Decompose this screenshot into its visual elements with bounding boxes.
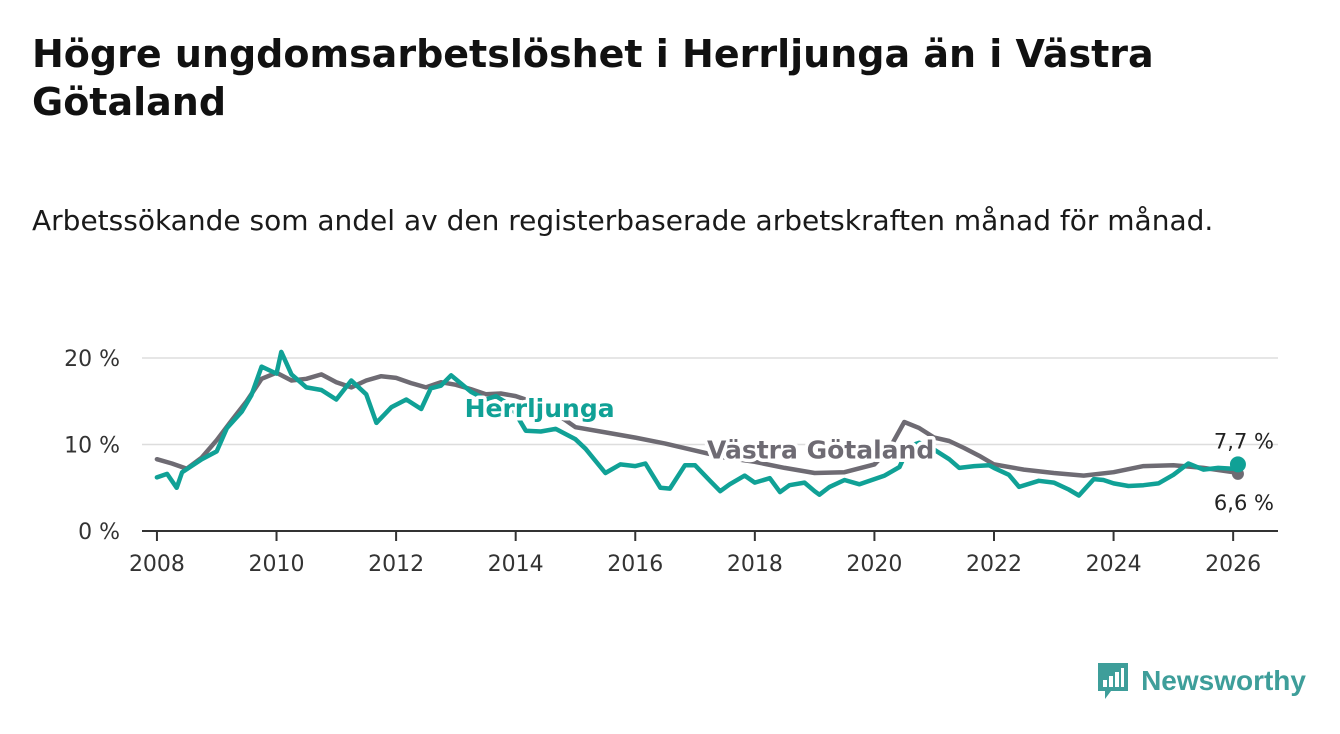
brand-name: Newsworthy <box>1141 665 1306 696</box>
x-tick-label: 2012 <box>368 552 424 577</box>
series-label-vastra: Västra Götaland <box>707 435 934 464</box>
line-chart: 0 % 10 % 20 % 2008 2010 2012 2014 2016 2018 2020 2… <box>64 347 1278 577</box>
chart-title: Högre ungdomsarbetslöshet i Herrljunga ä… <box>32 32 1154 124</box>
x-tick-label: 2020 <box>846 552 902 577</box>
x-tick-label: 2014 <box>488 552 544 577</box>
x-tick-label: 2016 <box>607 552 663 577</box>
series-line-herrljunga <box>154 349 1241 498</box>
y-tick-label: 10 % <box>64 434 120 459</box>
chart-subtitle: Arbetssökande som andel av den registerb… <box>32 204 1214 237</box>
x-tick-label: 2010 <box>249 552 305 577</box>
x-tick-label: 2018 <box>727 552 783 577</box>
series-label-herrljunga: Herrljunga <box>465 394 615 423</box>
y-tick-label: 20 % <box>64 347 120 372</box>
y-tick-label: 0 % <box>78 520 120 545</box>
end-point-herrljunga <box>1229 456 1246 473</box>
x-tick-label: 2026 <box>1205 552 1261 577</box>
x-tick-label: 2024 <box>1086 552 1142 577</box>
end-value-herrljunga: 7,7 % <box>1214 429 1274 453</box>
x-tick-label: 2022 <box>966 552 1022 577</box>
brand-logo: Newsworthy <box>1095 660 1306 702</box>
end-value-vastra: 6,6 % <box>1214 491 1274 515</box>
newsworthy-icon <box>1098 663 1129 699</box>
x-tick-label: 2008 <box>129 552 185 577</box>
series-line-vastra <box>154 370 1241 478</box>
